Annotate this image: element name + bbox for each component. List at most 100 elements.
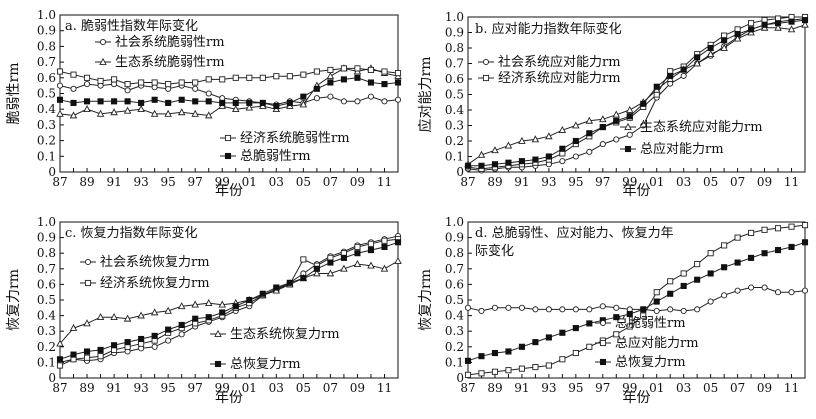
y-tick-label: 1.0 bbox=[445, 215, 464, 229]
series-line bbox=[59, 260, 399, 345]
data-point bbox=[340, 76, 347, 83]
legend-marker bbox=[599, 319, 607, 327]
data-point bbox=[354, 243, 361, 251]
data-point bbox=[653, 83, 660, 90]
series-square bbox=[56, 65, 402, 88]
x-tick-label: 95 bbox=[161, 381, 176, 395]
x-tick-label: 87 bbox=[52, 381, 67, 395]
legend-marker bbox=[224, 134, 232, 142]
legend-marker bbox=[84, 279, 92, 287]
data-point bbox=[801, 17, 809, 24]
data-point bbox=[613, 136, 620, 143]
y-tick-label: 0.9 bbox=[37, 231, 56, 245]
data-point bbox=[353, 259, 362, 267]
data-point bbox=[367, 240, 375, 247]
x-tick-label: 05 bbox=[296, 175, 311, 189]
data-point bbox=[774, 20, 782, 27]
data-point bbox=[300, 71, 307, 78]
data-point bbox=[286, 73, 293, 80]
data-point bbox=[70, 85, 77, 92]
data-point bbox=[97, 98, 104, 105]
chart-panel-d: 0 0.10.2 0.30.4 0.5 0.60.7 0.80.9 1.0 87 89 91 93 9… bbox=[417, 215, 809, 406]
x-tick-label: 11 bbox=[377, 175, 392, 189]
x-tick-label: 03 bbox=[676, 175, 691, 189]
data-point bbox=[83, 74, 91, 81]
data-point bbox=[788, 223, 795, 230]
legend-entry: 总脆弱性rm bbox=[595, 315, 686, 331]
series-square bbox=[464, 13, 809, 172]
data-point bbox=[178, 321, 185, 329]
data-point bbox=[138, 99, 145, 106]
x-tick-label: 09 bbox=[757, 175, 772, 189]
data-point bbox=[761, 284, 768, 291]
chart-panel-a: 0 0.10.2 0.3 0.40.5 0.6 0.7 0.80.9 1.0 87 89 91 93 9… bbox=[5, 8, 402, 199]
data-point bbox=[680, 307, 687, 314]
data-point bbox=[178, 96, 185, 103]
x-tick-label: 91 bbox=[514, 175, 529, 189]
data-point bbox=[788, 289, 795, 296]
data-point bbox=[232, 99, 239, 106]
data-point bbox=[559, 329, 566, 336]
data-point bbox=[532, 156, 539, 163]
x-tick-label: 95 bbox=[568, 381, 583, 395]
data-point bbox=[694, 54, 701, 61]
series-line bbox=[467, 224, 806, 376]
x-tick-label: 03 bbox=[269, 381, 284, 395]
data-point bbox=[313, 95, 320, 102]
data-point bbox=[612, 110, 621, 118]
data-point bbox=[734, 259, 741, 266]
data-point bbox=[56, 362, 64, 369]
y-tick-label: 0.8 bbox=[445, 246, 464, 260]
data-point bbox=[748, 229, 755, 236]
x-tick-label: 11 bbox=[784, 175, 799, 189]
data-point bbox=[761, 226, 768, 233]
y-tick-label: 0.4 bbox=[37, 102, 56, 116]
x-tick-label: 99 bbox=[622, 381, 637, 395]
data-point bbox=[56, 356, 64, 363]
x-tick-label: 91 bbox=[106, 175, 121, 189]
data-point bbox=[477, 150, 486, 158]
series-filled-square bbox=[464, 17, 809, 169]
data-point bbox=[204, 111, 213, 119]
y-tick-label: 0.2 bbox=[445, 340, 464, 354]
data-point bbox=[613, 117, 620, 124]
x-tick-label: 89 bbox=[79, 381, 94, 395]
data-point bbox=[694, 261, 701, 268]
data-point bbox=[518, 304, 525, 311]
y-tick-label: 0.8 bbox=[37, 39, 56, 53]
data-point bbox=[491, 368, 499, 375]
legend-marker bbox=[599, 339, 607, 347]
legend-label: 经济系统恢复力rm bbox=[100, 276, 210, 291]
data-point bbox=[545, 306, 552, 313]
data-point bbox=[394, 96, 402, 103]
y-tick-label: 0.3 bbox=[37, 324, 56, 338]
data-point bbox=[478, 370, 485, 377]
legend-marker bbox=[624, 145, 632, 153]
data-point bbox=[504, 141, 513, 149]
data-point bbox=[667, 278, 674, 285]
data-point bbox=[300, 93, 307, 100]
data-point bbox=[613, 331, 620, 338]
data-point bbox=[491, 161, 499, 168]
legend-entry: 生态系统恢复力rm bbox=[210, 327, 340, 342]
data-point bbox=[572, 121, 580, 129]
data-point bbox=[394, 239, 402, 246]
data-point bbox=[205, 90, 212, 97]
data-point bbox=[572, 349, 579, 357]
legend-label: 生态系统应对能力rm bbox=[640, 119, 763, 135]
y-tick-label: 0.8 bbox=[445, 41, 464, 55]
x-tick-label: 91 bbox=[514, 381, 529, 395]
data-point bbox=[56, 96, 64, 103]
data-point bbox=[340, 264, 348, 272]
y-tick-label: 0.8 bbox=[37, 246, 56, 260]
y-tick-label: 0.6 bbox=[445, 72, 464, 86]
data-point bbox=[151, 343, 158, 350]
data-point bbox=[381, 68, 388, 75]
series-line bbox=[467, 287, 806, 312]
x-tick-label: 93 bbox=[133, 381, 148, 395]
data-point bbox=[381, 237, 388, 244]
data-point bbox=[626, 323, 633, 330]
data-point bbox=[69, 323, 78, 331]
data-point bbox=[640, 312, 647, 319]
data-point bbox=[774, 23, 782, 31]
